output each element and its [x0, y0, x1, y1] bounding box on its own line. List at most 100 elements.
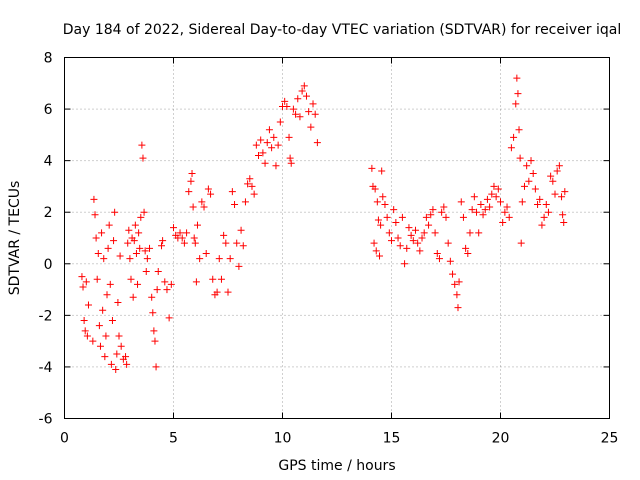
data-point [372, 247, 380, 255]
data-point [170, 224, 177, 232]
data-point [515, 126, 523, 134]
y-tick-label: 0 [44, 257, 53, 273]
data-point [141, 247, 149, 255]
data-point [91, 211, 99, 219]
data-point [287, 159, 295, 167]
data-point [514, 90, 522, 98]
data-point [542, 200, 550, 208]
x-tick-label: 10 [274, 431, 292, 447]
data-point [453, 291, 461, 299]
data-point [385, 229, 393, 237]
data-point [154, 268, 162, 276]
data-point [129, 293, 137, 301]
y-tick-label: -6 [39, 412, 53, 428]
data-point [189, 203, 197, 211]
data-point [107, 360, 115, 368]
data-point [102, 332, 110, 340]
y-tick-label: 2 [44, 205, 53, 221]
data-point [401, 260, 409, 268]
data-point [431, 229, 439, 237]
data-point [470, 193, 478, 201]
data-point [142, 268, 150, 276]
data-point [140, 208, 148, 216]
data-point [292, 110, 300, 118]
data-point [516, 154, 524, 162]
data-point [115, 332, 123, 340]
data-point [252, 141, 260, 149]
data-point [263, 139, 271, 147]
data-point [455, 278, 463, 286]
axis-ticks: 0 5 10 15 20 25 -6 -4 -2 0 2 4 6 8 [39, 51, 619, 447]
data-point [99, 306, 107, 314]
data-point [418, 234, 426, 242]
data-point [311, 110, 319, 118]
data-point [134, 280, 142, 288]
data-point [239, 242, 247, 250]
data-point [479, 211, 487, 219]
data-point [378, 167, 386, 175]
data-point [180, 239, 188, 247]
data-point [377, 221, 385, 229]
data-point [131, 221, 139, 229]
x-tick-label: 25 [601, 431, 619, 447]
data-point [127, 275, 135, 283]
data-point [520, 182, 528, 190]
data-point [305, 108, 313, 116]
data-point [213, 288, 221, 296]
data-point [224, 288, 232, 296]
data-point [103, 291, 111, 299]
data-point [114, 298, 122, 306]
data-point [464, 249, 472, 257]
data-point [143, 255, 151, 263]
data-point [126, 255, 134, 263]
data-point [523, 162, 531, 170]
data-point [207, 190, 215, 198]
data-point [116, 252, 124, 260]
data-point [113, 350, 121, 358]
y-axis-label: SDTVAR / TECUs [7, 181, 23, 296]
data-point [409, 237, 417, 245]
data-point [104, 244, 112, 252]
data-point [407, 231, 415, 239]
data-point [512, 100, 520, 108]
data-point [371, 185, 379, 193]
data-point [374, 216, 382, 224]
plot-frame [64, 57, 610, 419]
data-point [466, 229, 474, 237]
data-point [501, 208, 509, 216]
data-point [444, 239, 452, 247]
data-point [231, 200, 239, 208]
data-point [544, 208, 552, 216]
data-point [438, 208, 446, 216]
data-point [534, 200, 542, 208]
data-point [125, 226, 133, 234]
data-point [494, 185, 502, 193]
y-tick-label: 6 [44, 102, 53, 118]
chart-title: Day 184 of 2022, Sidereal Day-to-day VTE… [63, 22, 621, 38]
data-point [108, 317, 116, 325]
x-tick-label: 15 [383, 431, 401, 447]
data-point [274, 141, 282, 149]
data-point [146, 244, 154, 252]
data-point [457, 198, 465, 206]
data-point [138, 141, 146, 149]
data-point [248, 182, 256, 190]
data-point [390, 206, 398, 214]
data-point [94, 249, 102, 257]
data-point [161, 278, 169, 286]
data-point [547, 172, 555, 180]
data-point [422, 213, 430, 221]
data-point [549, 177, 557, 185]
data-point [83, 332, 91, 340]
data-point [96, 342, 104, 350]
data-point [241, 198, 249, 206]
data-point [90, 195, 98, 203]
data-point [178, 234, 186, 242]
data-point [246, 175, 254, 183]
y-tick-label: -2 [39, 308, 53, 324]
data-point [560, 219, 568, 227]
data-point [272, 162, 280, 170]
data-point [200, 203, 208, 211]
data-point [420, 229, 428, 237]
